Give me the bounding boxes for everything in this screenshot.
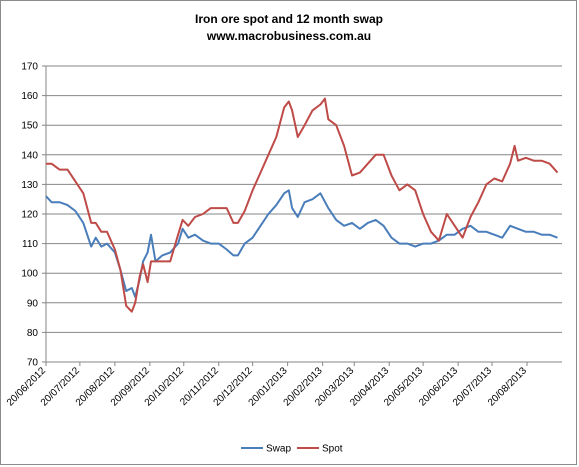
chart-title: Iron ore spot and 12 month swap [195,12,383,26]
y-tick-label: 160 [21,91,38,102]
y-axis-ticks: 70 80 90 100 110 120 130 140 150 160 170 [21,62,46,369]
x-axis-ticks: 20/06/201220/07/201220/08/201220/09/2012… [5,362,529,409]
y-tick-label: 70 [27,358,39,369]
series-line-spot [46,97,559,313]
legend-label: Swap [266,444,291,455]
y-tick-label: 140 [21,150,38,161]
series-lines [45,97,559,313]
legend: Swap Spot [241,444,343,455]
y-tick-label: 120 [21,210,38,221]
series-line-swap [45,189,558,298]
gridlines [46,65,562,333]
y-tick-label: 90 [27,298,39,309]
chart-subtitle: www.macrobusiness.com.au [206,29,371,43]
y-tick-label: 150 [21,121,38,132]
y-tick-label: 130 [21,180,38,191]
y-tick-label: 80 [27,328,39,339]
y-tick-label: 110 [22,239,38,250]
y-tick-label: 170 [21,62,38,73]
legend-label: Spot [322,444,343,455]
y-tick-label: 100 [21,269,38,280]
